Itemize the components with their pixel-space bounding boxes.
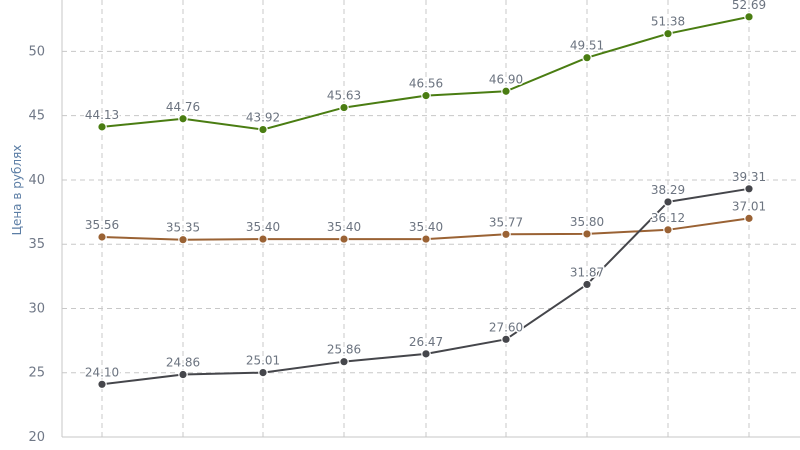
series-2-point	[663, 225, 673, 235]
y-tick-labels: 20 25 30 35 40 45 50	[28, 44, 45, 445]
series-3-data-label: 27.60	[489, 320, 523, 334]
series-1-data-label: 45.63	[327, 89, 361, 103]
series-2-point	[582, 229, 592, 239]
series-3-data-label: 39.31	[732, 170, 766, 184]
series-1-point	[97, 122, 107, 132]
series-2-data-label: 35.80	[570, 215, 604, 229]
series-1-point	[258, 124, 268, 135]
series-3-point	[421, 349, 431, 359]
series-3-data-label: 26.47	[409, 335, 443, 349]
series-1-data-label: 52.69	[732, 0, 766, 12]
series-1-data-label: 46.56	[409, 77, 443, 91]
series-1-data-label: 43.92	[246, 111, 280, 125]
series-3-point	[97, 379, 107, 390]
series-3-point	[501, 334, 511, 345]
series-1-point	[744, 12, 754, 22]
series-3-data-label: 25.86	[327, 343, 361, 357]
series-1-data-label: 49.51	[570, 39, 604, 53]
series-1-data-label: 44.13	[85, 108, 119, 122]
series-2-data-label: 35.40	[409, 220, 443, 234]
series-3-point	[663, 197, 673, 207]
series-1-point	[421, 90, 431, 101]
series-1-data-label: 51.38	[651, 15, 685, 29]
y-tick-label: 50	[28, 44, 45, 59]
series-3-data-label: 25.01	[246, 354, 280, 368]
y-tick-label: 30	[28, 301, 45, 316]
series-3-data-label: 38.29	[651, 183, 685, 197]
axes	[61, 0, 800, 438]
y-axis-label: Цена в рублях	[10, 145, 24, 236]
series-2-data-label: 36.12	[651, 211, 685, 225]
series-2-point	[501, 229, 511, 240]
series-1-data-label: 46.90	[489, 72, 523, 86]
series-3-data-label: 31.87	[570, 265, 604, 279]
series-2-point	[97, 232, 107, 242]
series-3-point	[582, 279, 592, 290]
series-3-data-label: 24.86	[166, 356, 200, 370]
series-2-data-label: 37.01	[732, 199, 766, 213]
y-tick-label: 20	[28, 430, 45, 445]
series-2-data-label: 35.77	[489, 215, 523, 229]
series-2-data-label: 35.56	[85, 218, 119, 232]
series-3-point	[178, 369, 188, 380]
series-3-point	[258, 367, 268, 378]
series-2-data-label: 35.40	[327, 220, 361, 234]
series-2-point	[744, 213, 754, 224]
series-2-point	[258, 234, 268, 244]
y-tick-label: 35	[28, 237, 45, 252]
series-1-point	[178, 113, 188, 124]
series-3-point	[744, 184, 754, 194]
data-labels: 44.13 44.76 43.92 45.63 46.56 46.90 49.51 51.38…	[83, 0, 767, 381]
series-1-point	[339, 102, 349, 113]
series-3-point	[339, 356, 349, 367]
series-1-point	[501, 86, 511, 97]
y-tick-label: 25	[28, 366, 45, 381]
series-1-data-label: 44.76	[166, 100, 200, 114]
series-1-point	[582, 52, 592, 63]
series-3-data-label: 24.10	[85, 365, 119, 379]
y-tick-label: 45	[28, 109, 45, 124]
series-2-point	[178, 234, 188, 245]
series-1-point	[663, 28, 673, 39]
series-2-data-label: 35.40	[246, 220, 280, 234]
series-2-point	[339, 234, 349, 244]
series-2-point	[421, 234, 431, 244]
y-tick-label: 40	[28, 173, 45, 188]
series-group	[97, 12, 754, 390]
series-2-data-label: 35.35	[166, 221, 200, 235]
grid	[62, 0, 800, 438]
